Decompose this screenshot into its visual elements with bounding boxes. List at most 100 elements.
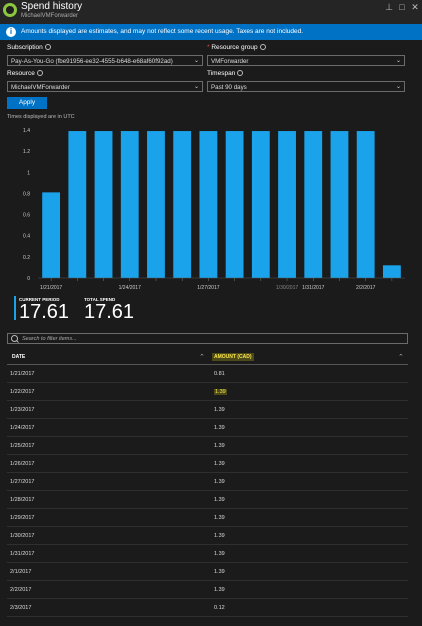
y-tick-label: 0.8 bbox=[23, 191, 30, 197]
table-row[interactable]: 1/23/2017 1.39 bbox=[7, 401, 408, 419]
row-amount: 0.81 bbox=[214, 371, 225, 377]
row-amount: 1.39 bbox=[214, 569, 225, 575]
x-tick-label: 2/2/2017 bbox=[356, 285, 376, 291]
row-date: 1/22/2017 bbox=[10, 389, 35, 395]
current-period-label: CURRENT PERIOD bbox=[19, 297, 60, 302]
x-tick-label: 1/21/2017 bbox=[40, 285, 62, 291]
row-date: 1/25/2017 bbox=[10, 443, 35, 449]
table-row[interactable]: 1/21/2017 0.81 bbox=[7, 365, 408, 383]
table-row[interactable]: 2/3/2017 0.12 bbox=[7, 599, 408, 617]
search-placeholder: Search to filter items... bbox=[22, 336, 77, 342]
resource-group-label: * Resource group bbox=[207, 44, 266, 51]
row-amount: 1.39 bbox=[214, 515, 225, 521]
amount-column-header[interactable]: AMOUNT (CAD) bbox=[212, 353, 254, 361]
table-row[interactable]: 1/22/2017 1.39 bbox=[7, 383, 408, 401]
apply-button[interactable]: Apply bbox=[7, 97, 47, 109]
row-amount: 1.39 bbox=[214, 497, 225, 503]
table-row[interactable]: 2/2/2017 1.39 bbox=[7, 581, 408, 599]
bar-2/1/2017[interactable] bbox=[330, 131, 349, 278]
total-spend-label: TOTAL SPEND bbox=[84, 297, 116, 302]
table-row[interactable]: 2/1/2017 1.39 bbox=[7, 563, 408, 581]
row-amount: 1.39 bbox=[214, 407, 225, 413]
table-row[interactable]: 1/27/2017 1.39 bbox=[7, 473, 408, 491]
resource-label: Resource bbox=[7, 70, 43, 77]
filter-search-input[interactable]: Search to filter items... bbox=[7, 333, 408, 344]
close-icon[interactable]: ✕ bbox=[411, 2, 419, 12]
row-amount: 1.39 bbox=[214, 443, 225, 449]
chevron-down-icon: ⌄ bbox=[193, 84, 199, 90]
bar-1/22/2017[interactable] bbox=[68, 131, 87, 278]
bar-1/29/2017[interactable] bbox=[251, 131, 270, 278]
y-tick-label: 0 bbox=[27, 276, 30, 282]
row-date: 1/23/2017 bbox=[10, 407, 35, 413]
bar-1/31/2017[interactable] bbox=[304, 131, 323, 278]
table-row[interactable]: 1/25/2017 1.39 bbox=[7, 437, 408, 455]
info-icon bbox=[36, 70, 43, 77]
row-date: 1/26/2017 bbox=[10, 461, 35, 467]
bar-1/24/2017[interactable] bbox=[120, 131, 139, 278]
row-date: 2/1/2017 bbox=[10, 569, 32, 575]
total-spend-value: 17.61 bbox=[84, 301, 135, 323]
y-tick-label: 0.2 bbox=[23, 255, 30, 261]
bar-1/23/2017[interactable] bbox=[94, 131, 113, 278]
blade-title: Spend history bbox=[21, 1, 83, 12]
bar-2/2/2017[interactable] bbox=[356, 131, 375, 278]
x-tick-label: 1/30/2017 bbox=[276, 285, 298, 291]
sort-icon[interactable]: ⌃ bbox=[199, 354, 205, 361]
bar-2/3/2017[interactable] bbox=[382, 265, 401, 278]
bar-1/26/2017[interactable] bbox=[173, 131, 192, 278]
resource-group-select[interactable]: VMForwarder ⌄ bbox=[207, 55, 405, 66]
row-date: 2/3/2017 bbox=[10, 605, 32, 611]
table-row[interactable]: 1/24/2017 1.39 bbox=[7, 419, 408, 437]
row-amount: 1.39 bbox=[214, 587, 225, 593]
table-row[interactable]: 1/30/2017 1.39 bbox=[7, 527, 408, 545]
bar-1/25/2017[interactable] bbox=[147, 131, 165, 278]
utc-note: Times displayed are in UTC bbox=[7, 114, 75, 120]
row-date: 1/21/2017 bbox=[10, 371, 35, 377]
current-period-value: 17.61 bbox=[19, 301, 70, 323]
blade-subtitle: MichaelVMForwarder bbox=[21, 13, 79, 19]
sort-icon[interactable]: ⌃ bbox=[398, 354, 404, 361]
subscription-select[interactable]: Pay-As-You-Go (fbe91956-ee32-4555-b648-e… bbox=[7, 55, 203, 66]
row-date: 1/31/2017 bbox=[10, 551, 35, 557]
bar-1/21/2017[interactable] bbox=[42, 192, 61, 278]
date-column-header[interactable]: DATE bbox=[12, 354, 26, 360]
info-banner: i Amounts displayed are estimates, and m… bbox=[0, 24, 422, 40]
bar-1/28/2017[interactable] bbox=[225, 131, 244, 278]
pin-icon[interactable]: ⊥ bbox=[385, 2, 393, 12]
row-date: 1/28/2017 bbox=[10, 497, 35, 503]
table-row[interactable]: 1/26/2017 1.39 bbox=[7, 455, 408, 473]
header-divider bbox=[7, 364, 408, 365]
title-bar: Spend history MichaelVMForwarder ⊥ □ ✕ bbox=[0, 0, 422, 24]
current-period-marker bbox=[14, 296, 16, 320]
row-amount: 1.39 bbox=[214, 533, 225, 539]
timespan-select[interactable]: Past 90 days ⌄ bbox=[207, 81, 405, 92]
info-icon bbox=[237, 70, 244, 77]
row-amount: 1.39 bbox=[214, 425, 225, 431]
bar-1/30/2017[interactable] bbox=[278, 131, 296, 278]
info-icon: i bbox=[6, 27, 16, 37]
table-row[interactable]: 1/29/2017 1.39 bbox=[7, 509, 408, 527]
row-amount: 1.39 bbox=[214, 461, 225, 467]
bar-1/27/2017[interactable] bbox=[199, 131, 218, 278]
table-row[interactable]: 1/28/2017 1.39 bbox=[7, 491, 408, 509]
search-icon bbox=[11, 335, 18, 342]
y-tick-label: 0.4 bbox=[23, 234, 30, 240]
chevron-down-icon: ⌄ bbox=[395, 84, 401, 90]
subscription-label: Subscription bbox=[7, 44, 51, 51]
row-amount: 0.12 bbox=[214, 605, 225, 611]
resource-select[interactable]: MichaelVMForwarder ⌄ bbox=[7, 81, 203, 92]
info-icon bbox=[44, 44, 51, 51]
row-date: 1/30/2017 bbox=[10, 533, 35, 539]
x-tick-label: 1/31/2017 bbox=[302, 285, 324, 291]
row-date: 2/2/2017 bbox=[10, 587, 32, 593]
y-tick-label: 1.2 bbox=[23, 149, 30, 155]
table-row[interactable]: 1/31/2017 1.39 bbox=[7, 545, 408, 563]
maximize-icon[interactable]: □ bbox=[399, 2, 405, 12]
x-tick-label: 1/27/2017 bbox=[197, 285, 219, 291]
banner-text: Amounts displayed are estimates, and may… bbox=[21, 28, 304, 35]
row-amount: 1.39 bbox=[214, 389, 227, 395]
spend-bar-chart: 0 0.2 0.4 0.6 0.8 1 1.2 1.4 1/21/2017 1/24/2017 1/… bbox=[23, 128, 405, 291]
y-tick-label: 1 bbox=[27, 170, 30, 176]
row-date: 1/24/2017 bbox=[10, 425, 35, 431]
